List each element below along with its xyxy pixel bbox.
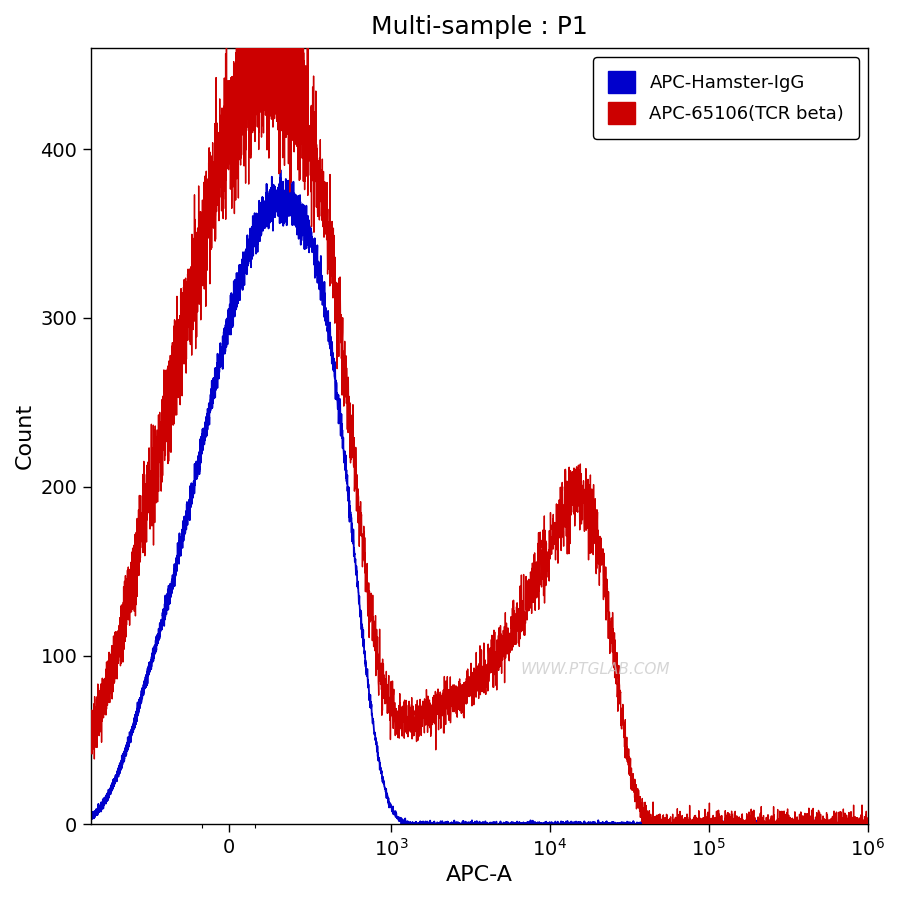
Line: APC-65106(TCR beta): APC-65106(TCR beta) (91, 0, 868, 824)
X-axis label: APC-A: APC-A (446, 865, 513, 885)
APC-65106(TCR beta) (244, 142, 255, 153)
APC-65106(TCR beta) (166, 380, 177, 391)
APC-Hamster-IgG (862, 819, 873, 830)
APC-65106(TCR beta) (853, 815, 864, 826)
APC-Hamster-IgG (275, 165, 286, 176)
APC-Hamster-IgG (278, 204, 289, 215)
APC-Hamster-IgG (170, 571, 181, 581)
Text: WWW.PTGLAB.COM: WWW.PTGLAB.COM (521, 662, 670, 677)
APC-65106(TCR beta) (86, 716, 96, 727)
Legend: APC-Hamster-IgG, APC-65106(TCR beta): APC-Hamster-IgG, APC-65106(TCR beta) (593, 57, 859, 139)
APC-Hamster-IgG (86, 810, 96, 821)
APC-65106(TCR beta) (638, 819, 649, 830)
Line: APC-Hamster-IgG: APC-Hamster-IgG (91, 170, 868, 824)
APC-65106(TCR beta) (862, 819, 873, 830)
APC-Hamster-IgG (166, 578, 177, 589)
APC-65106(TCR beta) (278, 6, 289, 17)
APC-Hamster-IgG (244, 247, 255, 257)
APC-65106(TCR beta) (170, 404, 181, 415)
APC-Hamster-IgG (399, 819, 410, 830)
Y-axis label: Count: Count (15, 403, 35, 469)
APC-65106(TCR beta) (173, 370, 184, 381)
APC-Hamster-IgG (853, 818, 864, 829)
APC-Hamster-IgG (173, 542, 184, 553)
Title: Multi-sample : P1: Multi-sample : P1 (371, 15, 588, 39)
